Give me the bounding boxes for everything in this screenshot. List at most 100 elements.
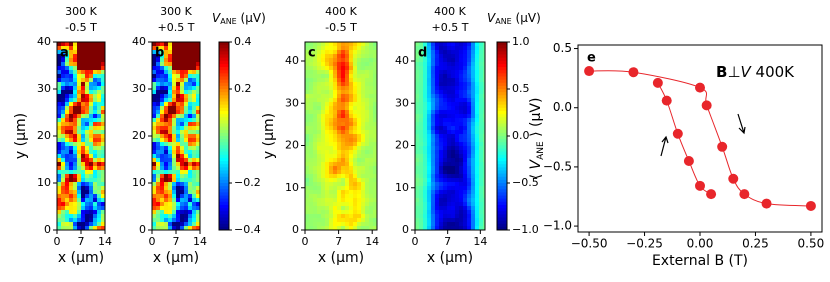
heatmap-cell bbox=[313, 66, 317, 70]
heatmap-cell bbox=[192, 206, 196, 210]
heatmap-cell bbox=[455, 186, 459, 190]
heatmap-cell bbox=[192, 58, 196, 62]
heatmap-cell bbox=[369, 106, 373, 110]
heatmap-cell bbox=[69, 86, 73, 90]
heatmap-cell bbox=[97, 178, 101, 182]
heatmap-cell bbox=[69, 162, 73, 166]
heatmap-cell bbox=[317, 74, 321, 78]
heatmap-cell bbox=[61, 218, 65, 222]
heatmap-cell bbox=[309, 166, 313, 170]
heatmap-cell bbox=[447, 90, 451, 94]
heatmap-cell bbox=[152, 206, 156, 210]
heatmap-cell bbox=[97, 90, 101, 94]
heatmap-cell bbox=[369, 222, 373, 226]
heatmap-cell bbox=[349, 114, 353, 118]
heatmap-cell bbox=[329, 214, 333, 218]
heatmap-cell bbox=[451, 194, 455, 198]
heatmap-cell bbox=[313, 134, 317, 138]
heatmap-cell bbox=[459, 142, 463, 146]
heatmap-cell bbox=[463, 54, 467, 58]
heatmap-cell bbox=[459, 174, 463, 178]
heatmap-cell bbox=[85, 118, 89, 122]
heatmap-cell bbox=[77, 94, 81, 98]
heatmap-cell bbox=[81, 154, 85, 158]
heatmap-cell bbox=[85, 218, 89, 222]
heatmap-cell bbox=[97, 166, 101, 170]
heatmap-cell bbox=[369, 158, 373, 162]
heatmap-cell bbox=[93, 90, 97, 94]
heatmap-cell bbox=[439, 66, 443, 70]
heatmap-cell bbox=[57, 222, 61, 226]
heatmap-cell bbox=[61, 82, 65, 86]
heatmap-cell bbox=[73, 58, 77, 62]
heatmap-cell bbox=[85, 122, 89, 126]
heatmap-cell bbox=[152, 126, 156, 130]
heatmap-cell bbox=[309, 138, 313, 142]
heatmap-cell bbox=[365, 194, 369, 198]
heatmap-cell bbox=[172, 58, 176, 62]
heatmap-cell bbox=[451, 210, 455, 214]
heatmap-cell bbox=[423, 66, 427, 70]
heatmap-cell bbox=[305, 110, 309, 114]
heatmap-cell bbox=[419, 194, 423, 198]
heatmap-cell bbox=[156, 82, 160, 86]
heatmap-cell bbox=[357, 106, 361, 110]
heatmap-cell bbox=[160, 98, 164, 102]
heatmap-cell bbox=[353, 142, 357, 146]
heatmap-cell bbox=[415, 134, 419, 138]
heatmap-cell bbox=[357, 74, 361, 78]
heatmap-cell bbox=[333, 114, 337, 118]
heatmap-cell bbox=[435, 166, 439, 170]
heatmap-cell bbox=[337, 66, 341, 70]
heatmap-cell bbox=[447, 66, 451, 70]
heatmap-cell bbox=[349, 202, 353, 206]
heatmap-cell bbox=[188, 162, 192, 166]
heatmap-cell bbox=[180, 134, 184, 138]
heatmap-cell bbox=[431, 182, 435, 186]
arrow-down bbox=[738, 114, 745, 133]
heatmap-cell bbox=[447, 190, 451, 194]
heatmap-cell bbox=[467, 182, 471, 186]
heatmap-cell bbox=[333, 66, 337, 70]
heatmap-cell bbox=[73, 146, 77, 150]
colorbar-step bbox=[497, 224, 507, 228]
heatmap-cell bbox=[443, 150, 447, 154]
heatmap-cell bbox=[345, 78, 349, 82]
heatmap-cell bbox=[168, 82, 172, 86]
heatmap-cell bbox=[164, 118, 168, 122]
panel-label: b bbox=[155, 46, 164, 61]
heatmap-cell bbox=[309, 186, 313, 190]
heatmap-cell bbox=[180, 174, 184, 178]
heatmap-cell bbox=[423, 146, 427, 150]
heatmap-cell bbox=[479, 74, 483, 78]
heatmap-cell bbox=[97, 182, 101, 186]
heatmap-cell bbox=[361, 66, 365, 70]
heatmap-cell bbox=[184, 130, 188, 134]
heatmap-cell bbox=[305, 166, 309, 170]
heatmap-cell bbox=[415, 170, 419, 174]
heatmap-cell bbox=[467, 94, 471, 98]
heatmap-cell bbox=[188, 70, 192, 74]
heatmap-cell bbox=[65, 82, 69, 86]
heatmap-cell bbox=[467, 138, 471, 142]
heatmap-cell bbox=[471, 182, 475, 186]
colorbar-step bbox=[219, 183, 229, 187]
heatmap-cell bbox=[451, 126, 455, 130]
y-tick-label: 20 bbox=[37, 129, 51, 142]
heatmap-cell bbox=[317, 218, 321, 222]
heatmap-cell bbox=[479, 42, 483, 46]
heatmap-cell bbox=[184, 46, 188, 50]
heatmap-cell bbox=[471, 122, 475, 126]
panel-title: +0.5 T bbox=[432, 21, 469, 34]
heatmap-cell bbox=[176, 130, 180, 134]
heatmap-cell bbox=[176, 42, 180, 46]
heatmap-cell bbox=[73, 70, 77, 74]
heatmap-cell bbox=[361, 154, 365, 158]
heatmap-cell bbox=[317, 186, 321, 190]
heatmap-cell bbox=[447, 198, 451, 202]
heatmap-cell bbox=[419, 222, 423, 226]
heatmap-cell bbox=[357, 58, 361, 62]
heatmap-cell bbox=[313, 154, 317, 158]
heatmap-cell bbox=[152, 106, 156, 110]
heatmap-cell bbox=[89, 174, 93, 178]
